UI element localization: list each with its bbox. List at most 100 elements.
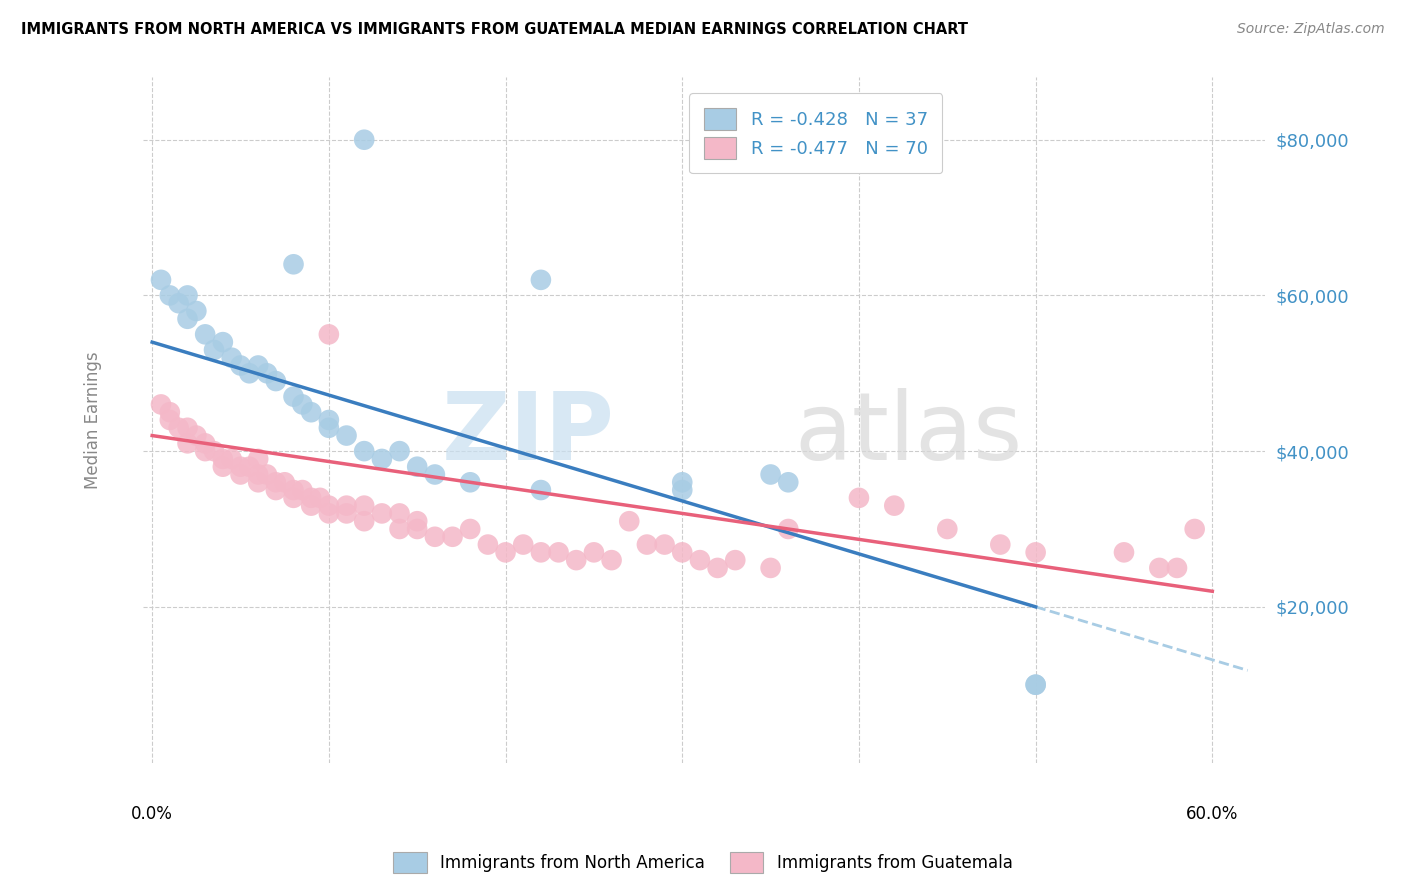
Point (458, 475, 481, 490)
Point (159, 413, 181, 427)
Point (283, 483, 305, 497)
Point (238, 459, 260, 474)
Point (221, 351, 243, 365)
Point (1025, 678, 1047, 692)
Text: ZIP: ZIP (441, 388, 614, 480)
Point (671, 545, 693, 559)
Point (247, 451, 270, 466)
Point (194, 327, 217, 342)
Point (194, 436, 217, 450)
Text: 0.0%: 0.0% (131, 805, 173, 823)
Point (229, 359, 252, 373)
Point (706, 561, 728, 575)
Point (299, 405, 322, 419)
Point (689, 553, 711, 567)
Point (778, 475, 800, 490)
Point (848, 491, 870, 505)
Point (283, 390, 305, 404)
Point (388, 522, 411, 536)
Point (353, 133, 375, 147)
Point (778, 522, 800, 536)
Point (671, 475, 693, 490)
Point (176, 311, 198, 326)
Point (318, 327, 340, 342)
Point (547, 545, 569, 559)
Point (167, 296, 190, 310)
Point (353, 514, 375, 528)
Point (283, 257, 305, 271)
Point (406, 514, 429, 528)
Text: Source: ZipAtlas.com: Source: ZipAtlas.com (1237, 22, 1385, 37)
Point (495, 545, 517, 559)
Point (406, 459, 429, 474)
Point (371, 451, 394, 466)
Point (229, 459, 252, 474)
Point (150, 397, 173, 411)
Point (283, 491, 305, 505)
Legend: R = -0.428   N = 37, R = -0.477   N = 70: R = -0.428 N = 37, R = -0.477 N = 70 (689, 94, 942, 173)
Point (194, 444, 217, 458)
Point (883, 499, 905, 513)
Point (150, 273, 173, 287)
Point (1149, 561, 1171, 575)
Point (619, 514, 641, 528)
Point (211, 459, 233, 474)
Point (582, 545, 605, 559)
Point (229, 467, 252, 482)
Point (264, 483, 287, 497)
Point (724, 553, 747, 567)
Text: Median Earnings: Median Earnings (84, 351, 101, 489)
Point (388, 507, 411, 521)
Legend: Immigrants from North America, Immigrants from Guatemala: Immigrants from North America, Immigrant… (387, 846, 1019, 880)
Point (318, 507, 340, 521)
Point (202, 343, 225, 357)
Point (530, 545, 553, 559)
Point (388, 444, 411, 458)
Point (936, 522, 959, 536)
Point (458, 522, 481, 536)
Point (318, 421, 340, 435)
Point (1166, 561, 1188, 575)
Point (247, 359, 270, 373)
Point (636, 537, 658, 551)
Point (176, 288, 198, 302)
Point (530, 273, 553, 287)
Text: atlas: atlas (794, 388, 1022, 480)
Point (423, 530, 446, 544)
Point (186, 304, 208, 318)
Point (530, 483, 553, 497)
Point (335, 428, 357, 442)
Point (186, 428, 208, 442)
Point (211, 335, 233, 350)
Point (256, 467, 278, 482)
Point (671, 483, 693, 497)
Point (264, 374, 287, 388)
Point (406, 522, 429, 536)
Point (202, 444, 225, 458)
Point (353, 499, 375, 513)
Point (238, 366, 260, 380)
Point (299, 499, 322, 513)
Point (273, 475, 295, 490)
Point (291, 397, 314, 411)
Point (565, 553, 588, 567)
Point (441, 530, 464, 544)
Point (256, 366, 278, 380)
Point (1025, 545, 1047, 559)
Point (211, 451, 233, 466)
Point (1112, 545, 1135, 559)
Point (371, 507, 394, 521)
Text: 60.0%: 60.0% (1187, 805, 1239, 823)
Point (221, 451, 243, 466)
Point (423, 467, 446, 482)
Point (759, 561, 782, 575)
Point (318, 413, 340, 427)
Point (988, 537, 1011, 551)
Text: IMMIGRANTS FROM NORTH AMERICA VS IMMIGRANTS FROM GUATEMALA MEDIAN EARNINGS CORRE: IMMIGRANTS FROM NORTH AMERICA VS IMMIGRA… (21, 22, 969, 37)
Point (335, 507, 357, 521)
Point (1184, 522, 1206, 536)
Point (353, 444, 375, 458)
Point (512, 537, 534, 551)
Point (1025, 678, 1047, 692)
Point (318, 499, 340, 513)
